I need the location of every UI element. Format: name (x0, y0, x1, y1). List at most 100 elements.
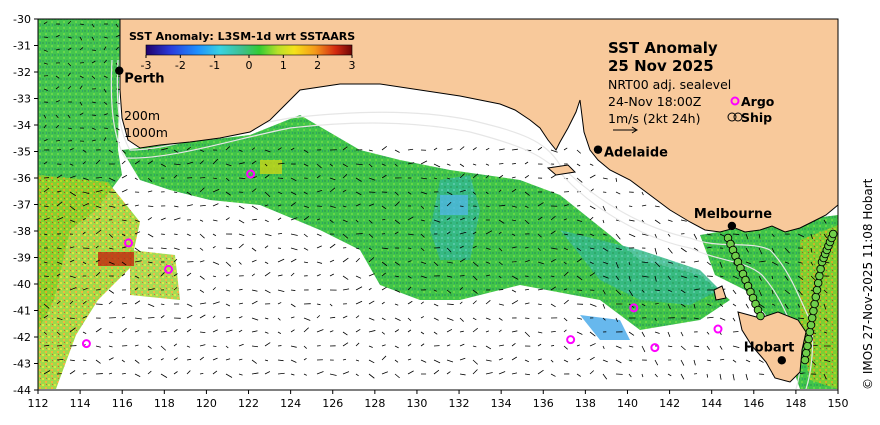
current-vector (303, 357, 307, 361)
current-vector (91, 139, 96, 142)
current-vector (524, 174, 530, 179)
current-vector (121, 302, 128, 305)
ship-legend-icon-b (733, 112, 743, 122)
current-vector (79, 101, 83, 106)
current-vector (576, 344, 580, 347)
current-vector (43, 233, 48, 236)
current-vector (56, 247, 62, 250)
current-vector (498, 344, 505, 347)
current-vector (43, 359, 49, 362)
current-vector (43, 49, 48, 52)
current-vector (602, 373, 608, 380)
current-vector (186, 233, 191, 237)
map-info-block: SST Anomaly 25 Nov 2025 NRT00 adj. seale… (608, 39, 775, 134)
current-vector (459, 301, 463, 305)
current-vector (433, 177, 438, 180)
ship-position (807, 313, 817, 323)
current-vector (693, 260, 700, 263)
current-vector (485, 191, 489, 195)
current-vector (160, 345, 167, 351)
argo-float-marker (566, 335, 576, 345)
current-vector (368, 317, 375, 321)
current-vector (134, 330, 140, 333)
current-vector (667, 373, 672, 377)
current-vector (706, 261, 712, 266)
current-vector (186, 289, 191, 291)
current-vector (420, 316, 424, 319)
current-vector (706, 331, 710, 335)
colorbar-tick-label: 1 (280, 59, 287, 72)
current-vector (498, 371, 506, 375)
current-vector (407, 162, 415, 165)
colorbar-tick-label: 3 (349, 59, 356, 72)
current-vector (147, 233, 154, 238)
current-vector (290, 303, 296, 308)
current-vector (121, 160, 126, 165)
current-vector (199, 149, 205, 152)
current-vector (641, 204, 647, 207)
current-vector (758, 289, 763, 296)
lon-tick-label: 148 (785, 397, 806, 410)
current-vector (498, 261, 503, 266)
current-vector (56, 358, 64, 361)
current-vector (251, 147, 256, 151)
current-vector (641, 261, 649, 264)
current-vector (615, 177, 618, 182)
current-vector (69, 191, 76, 197)
current-vector (368, 203, 375, 207)
current-vector (693, 303, 696, 309)
current-vector (82, 218, 86, 221)
current-vector (537, 202, 544, 207)
current-vector (511, 246, 517, 249)
current-vector (576, 275, 583, 281)
current-vector (147, 190, 153, 193)
lat-tick-label: -36 (13, 172, 31, 185)
current-vector (641, 345, 646, 353)
current-vector (615, 191, 621, 195)
current-vector (628, 289, 634, 297)
current-vector (589, 216, 594, 221)
current-vector (485, 300, 491, 305)
current-vector (381, 247, 389, 250)
current-vector (394, 149, 400, 153)
current-vector (485, 345, 492, 350)
current-vector (498, 231, 502, 235)
current-vector (589, 163, 594, 166)
current-vector (121, 233, 126, 237)
current-vector (381, 344, 386, 347)
current-vector (823, 331, 828, 334)
current-vector (290, 217, 298, 221)
current-vector (355, 177, 362, 182)
current-vector (199, 331, 206, 334)
current-vector (394, 191, 399, 196)
current-vector (103, 113, 108, 116)
current-vector (758, 275, 762, 281)
current-vector (108, 300, 113, 305)
current-vector (446, 191, 453, 196)
current-vector (693, 288, 701, 291)
current-vector (303, 261, 309, 264)
current-vector (56, 317, 63, 320)
current-vector (433, 369, 440, 375)
current-vector (524, 373, 530, 376)
current-vector (212, 245, 216, 249)
current-vector (420, 301, 424, 305)
current-vector (355, 315, 360, 319)
current-vector (43, 88, 48, 91)
current-vector (537, 303, 542, 305)
current-vector (641, 289, 645, 293)
current-vector (771, 275, 774, 280)
current-vector (381, 301, 385, 305)
current-vector (407, 343, 412, 347)
current-vector (420, 359, 427, 363)
current-vector (641, 275, 649, 278)
current-vector (433, 289, 437, 292)
city-marker (727, 221, 737, 231)
current-vector (329, 303, 333, 307)
current-vector (784, 303, 789, 310)
current-vector (95, 245, 99, 249)
current-vector (147, 261, 153, 264)
current-vector (147, 358, 152, 361)
current-vector (329, 316, 336, 319)
current-vector (628, 275, 631, 282)
